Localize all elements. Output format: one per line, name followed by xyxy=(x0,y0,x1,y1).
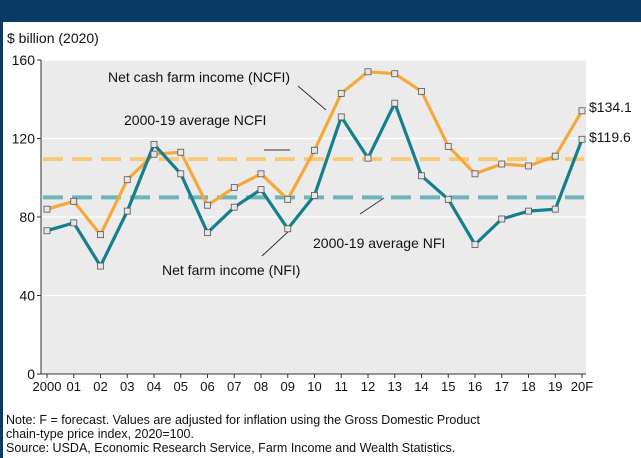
data-point-ncfi-07 xyxy=(230,184,238,191)
data-point-nfi-12 xyxy=(364,154,372,162)
y-tick-label-40: 40 xyxy=(19,288,35,304)
x-tick-label-06: 06 xyxy=(200,379,214,394)
note-line-2: chain-type price index, 2020=100. xyxy=(6,427,194,441)
axes: 0 40 80 120 160 2000 01 02 03 04 05 06 07 08 09 10 11 12 1… xyxy=(12,52,594,394)
data-point-ncfi-14 xyxy=(418,88,425,95)
x-tick-label-16: 16 xyxy=(468,379,482,394)
end-label-ncfi: $134.1 xyxy=(589,99,632,115)
annotation-avg-nfi: 2000-19 average NFI xyxy=(313,235,445,251)
data-point-nfi-20F xyxy=(578,135,586,143)
leader-avg-nfi xyxy=(359,197,385,215)
data-point-ncfi-10 xyxy=(311,146,318,154)
header-bar xyxy=(0,0,641,22)
y-tick-label-120: 120 xyxy=(12,131,36,147)
data-point-nfi-10 xyxy=(311,192,318,199)
data-point-nfi-16 xyxy=(471,241,479,248)
data-point-ncfi-12 xyxy=(364,68,372,76)
data-point-ncfi-19 xyxy=(551,152,559,160)
data-point-ncfi-17 xyxy=(498,160,506,168)
data-point-nfi-19 xyxy=(551,205,559,213)
data-point-ncfi-2000 xyxy=(43,205,51,213)
data-point-nfi-03 xyxy=(123,207,131,215)
data-point-ncfi-16 xyxy=(471,170,479,178)
data-point-nfi-11 xyxy=(337,113,345,121)
x-tick-label-03: 03 xyxy=(120,379,134,394)
data-point-ncfi-03 xyxy=(123,176,131,184)
data-point-nfi-01 xyxy=(70,219,78,227)
data-point-nfi-05 xyxy=(177,170,185,178)
series-markers xyxy=(43,68,586,270)
x-tick-label-08: 08 xyxy=(254,379,268,394)
y-axis-label: $ billion (2020) xyxy=(7,30,99,46)
data-point-ncfi-18 xyxy=(525,162,532,170)
data-point-ncfi-08 xyxy=(257,170,265,178)
x-tick-label-05: 05 xyxy=(174,379,188,394)
x-tick-label-20F: 20F xyxy=(571,379,593,394)
data-point-ncfi-01 xyxy=(70,197,78,205)
x-tick-label-09: 09 xyxy=(281,379,295,394)
x-tick-label-17: 17 xyxy=(495,379,509,394)
data-point-nfi-08 xyxy=(257,186,265,193)
annotation-avg-ncfi: 2000-19 average NCFI xyxy=(124,112,266,128)
x-tick-label-02: 02 xyxy=(93,379,107,394)
end-label-nfi: $119.6 xyxy=(589,129,631,145)
data-point-ncfi-20F xyxy=(578,107,586,115)
data-point-ncfi-13 xyxy=(391,70,399,78)
data-point-ncfi-02 xyxy=(97,231,104,239)
labels: $ billion (2020) Net cash farm income (NC… xyxy=(7,30,632,278)
data-point-nfi-18 xyxy=(525,207,532,215)
chart-notes: Note: F = forecast. Values are adjusted … xyxy=(6,413,636,455)
gridlines xyxy=(41,59,586,297)
leader-ncfi xyxy=(297,85,327,111)
x-tick-label-14: 14 xyxy=(414,379,428,394)
data-point-ncfi-15 xyxy=(444,142,452,150)
data-point-nfi-06 xyxy=(204,229,211,237)
data-point-nfi-13 xyxy=(391,99,399,107)
x-tick-label-2000: 2000 xyxy=(33,379,62,394)
data-point-ncfi-11 xyxy=(337,89,345,97)
data-point-ncfi-06 xyxy=(204,201,211,209)
leader-nfi xyxy=(261,229,291,257)
y-tick-label-0: 0 xyxy=(27,366,35,382)
x-tick-label-18: 18 xyxy=(521,379,535,394)
y-tick-label-80: 80 xyxy=(19,209,35,225)
x-tick-label-10: 10 xyxy=(307,379,321,394)
data-point-ncfi-09 xyxy=(284,195,292,203)
data-point-nfi-07 xyxy=(230,203,238,211)
x-tick-label-07: 07 xyxy=(227,379,241,394)
y-tick-label-160: 160 xyxy=(12,52,36,68)
data-point-nfi-15 xyxy=(444,195,452,203)
data-point-nfi-09 xyxy=(284,225,292,233)
left-border xyxy=(0,22,3,458)
x-tick-label-11: 11 xyxy=(335,379,349,394)
x-tick-label-12: 12 xyxy=(361,379,375,394)
x-tick-label-04: 04 xyxy=(147,379,161,394)
data-point-nfi-17 xyxy=(498,215,506,223)
x-tick-label-01: 01 xyxy=(67,379,81,394)
data-point-ncfi-04 xyxy=(150,150,158,158)
note-line-1: Note: F = forecast. Values are adjusted … xyxy=(6,413,480,427)
annotation-nfi: Net farm income (NFI) xyxy=(162,262,300,278)
annotation-ncfi: Net cash farm income (NCFI) xyxy=(108,69,290,85)
x-tick-label-19: 19 xyxy=(548,379,562,394)
x-tick-label-13: 13 xyxy=(388,379,402,394)
data-point-ncfi-05 xyxy=(177,148,185,156)
data-point-nfi-04 xyxy=(150,140,158,148)
note-line-3: Source: USDA, Economic Research Service,… xyxy=(6,441,456,455)
data-point-nfi-02 xyxy=(97,262,104,270)
annotation-leaders xyxy=(261,85,385,257)
data-point-nfi-14 xyxy=(418,172,425,180)
data-point-nfi-2000 xyxy=(43,227,51,235)
x-tick-label-15: 15 xyxy=(441,379,455,394)
